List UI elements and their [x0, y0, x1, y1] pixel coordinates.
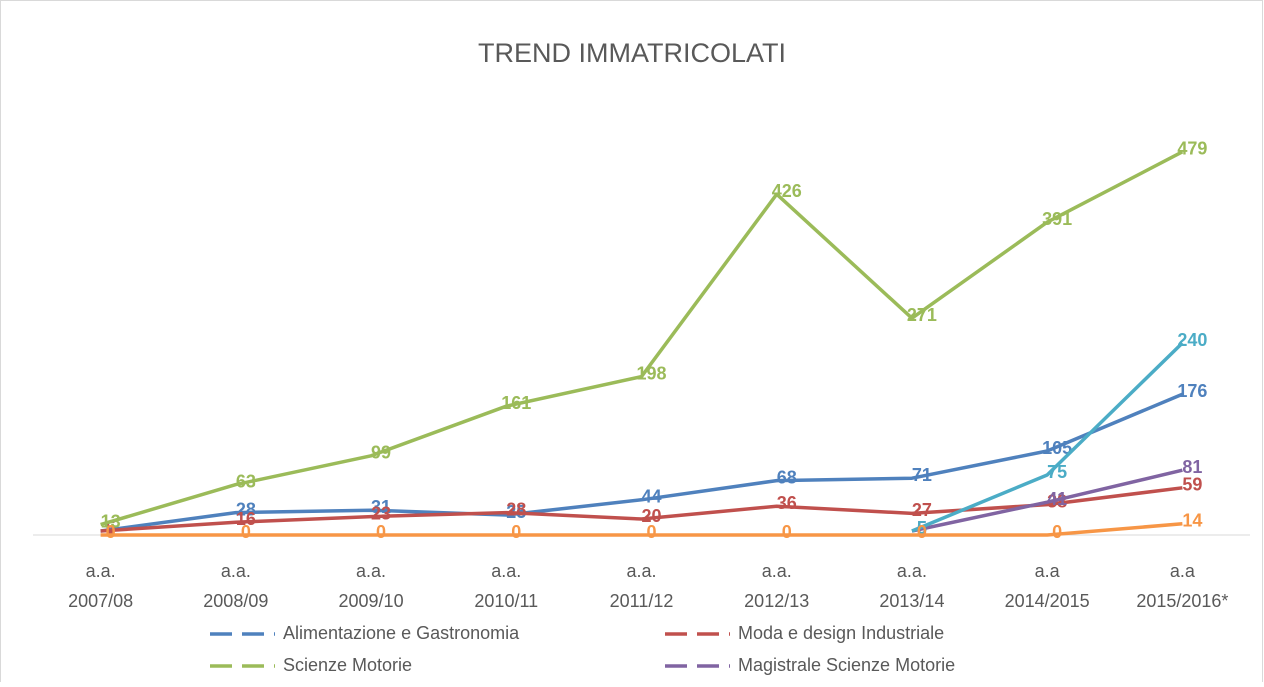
series-line	[100, 522, 1183, 537]
x-tick-label-line: 2013/14	[879, 591, 944, 611]
data-label: 36	[777, 493, 797, 513]
x-tick-label-line: a.a	[1035, 561, 1061, 581]
series-line	[911, 468, 1183, 533]
x-tick-label-line: a.a.	[491, 561, 521, 581]
x-tick-label-line: a.a.	[356, 561, 386, 581]
data-label: 240	[1177, 330, 1207, 350]
data-label: 68	[777, 467, 797, 487]
x-tick-label: a.a 2015/2016*	[1136, 561, 1228, 611]
data-label: 71	[912, 465, 932, 485]
data-label: 27	[912, 500, 932, 520]
data-label: 176	[1177, 381, 1207, 401]
data-label: 23	[371, 503, 391, 523]
data-label: 0	[646, 522, 656, 542]
data-label: 0	[782, 522, 792, 542]
data-label: 99	[371, 443, 391, 463]
x-tick-label: a.a. 2010/11	[474, 561, 538, 611]
data-label: 426	[772, 181, 802, 201]
data-label: 0	[917, 522, 927, 542]
data-label: 161	[501, 393, 531, 413]
legend-label: Moda e design Industriale	[738, 623, 944, 643]
x-tick-label-line: 2014/2015	[1005, 591, 1090, 611]
legend-label: Alimentazione e Gastronomia	[283, 623, 520, 643]
x-tick-label-line: 2009/10	[339, 591, 404, 611]
x-tick-label-line: 2011/12	[610, 591, 674, 611]
data-label: 391	[1042, 209, 1072, 229]
x-tick-label: a.a. 2009/10	[339, 561, 404, 611]
x-tick-label-line: 2012/13	[744, 591, 809, 611]
x-tick-label: a.a. 2013/14	[879, 561, 944, 611]
data-label: 479	[1177, 139, 1207, 159]
data-label: 63	[236, 471, 256, 491]
data-label: 20	[641, 506, 661, 526]
data-label: 0	[241, 522, 251, 542]
x-tick-label-line: a.a	[1170, 561, 1196, 581]
x-tick-label-line: a.a.	[626, 561, 656, 581]
data-label: 81	[1182, 457, 1202, 477]
data-label: 5	[106, 518, 116, 538]
x-tick-label-line: a.a.	[221, 561, 251, 581]
x-tick-label-line: a.a.	[86, 561, 116, 581]
data-label: 41	[1047, 489, 1067, 509]
data-label: 0	[511, 522, 521, 542]
data-label: 0	[1052, 522, 1062, 542]
legend-label: Scienze Motorie	[283, 655, 412, 675]
x-tick-label-line: 2010/11	[474, 591, 538, 611]
series-line	[911, 341, 1184, 533]
data-label: 75	[1047, 462, 1067, 482]
x-tick-label-line: 2007/08	[68, 591, 133, 611]
data-label: 0	[376, 522, 386, 542]
data-label: 31	[371, 497, 391, 517]
series-line	[100, 150, 1184, 527]
data-label: 13	[101, 511, 121, 531]
data-label: 14	[1182, 511, 1202, 531]
data-label: 44	[641, 487, 661, 507]
x-tick-label-line: a.a.	[897, 561, 927, 581]
x-tick-label: a.a. 2011/12	[610, 561, 674, 611]
data-label: 59	[1182, 475, 1202, 495]
data-label: 105	[1042, 438, 1072, 458]
legend-label: Magistrale Scienze Motorie	[738, 655, 955, 675]
x-tick-label: a.a. 2008/09	[203, 561, 268, 611]
data-label: 16	[236, 509, 256, 529]
x-tick-label: a.a. 2007/08	[68, 561, 133, 611]
series-line	[100, 392, 1184, 533]
x-tick-label-line: a.a.	[762, 561, 792, 581]
x-tick-label: a.a. 2012/13	[744, 561, 809, 611]
x-tick-label-line: 2008/09	[203, 591, 268, 611]
data-label: 271	[907, 305, 937, 325]
chart-title: TREND IMMATRICOLATI	[478, 38, 786, 68]
data-label: 0	[106, 522, 116, 542]
series-line	[100, 486, 1183, 533]
x-tick-label-line: 2015/2016*	[1136, 591, 1228, 611]
data-label: 198	[636, 363, 666, 383]
x-tick-label: a.a 2014/2015	[1005, 561, 1090, 611]
data-label: 28	[236, 499, 256, 519]
data-label: 5	[106, 518, 116, 538]
data-label: 5	[917, 518, 927, 538]
data-label: 28	[506, 499, 526, 519]
